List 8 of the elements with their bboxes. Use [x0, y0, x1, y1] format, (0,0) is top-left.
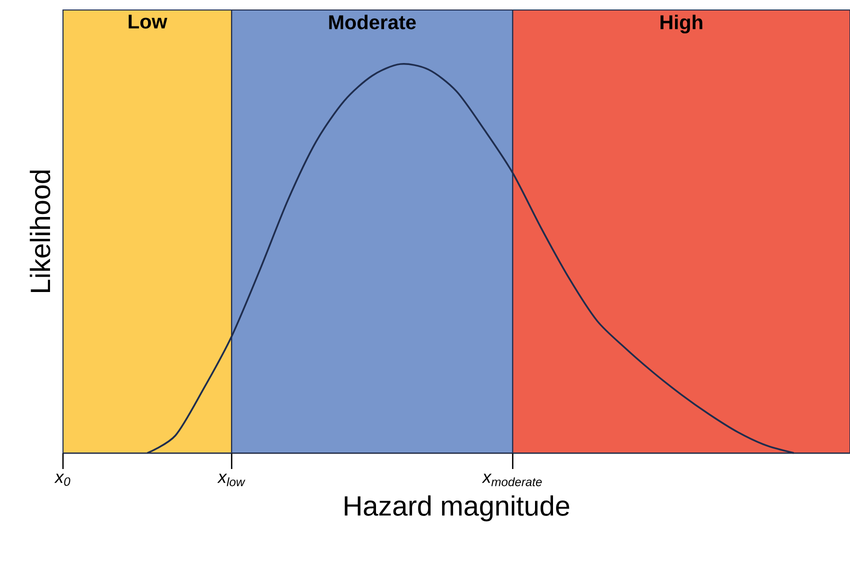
- x-tick-label: x$_{0}$: [54, 474, 70, 486]
- y-axis-title: Likelihood: [30, 170, 50, 292]
- text: High: [660, 14, 702, 34]
- band-label: Moderate: [329, 14, 416, 30]
- x-tick-label: x$_{low}$: [217, 474, 246, 486]
- x-axis-title: Hazard magnitude: [344, 495, 570, 522]
- band-label: Low: [128, 14, 168, 29]
- x-tick-label: x$_{moderate}$: [482, 474, 542, 486]
